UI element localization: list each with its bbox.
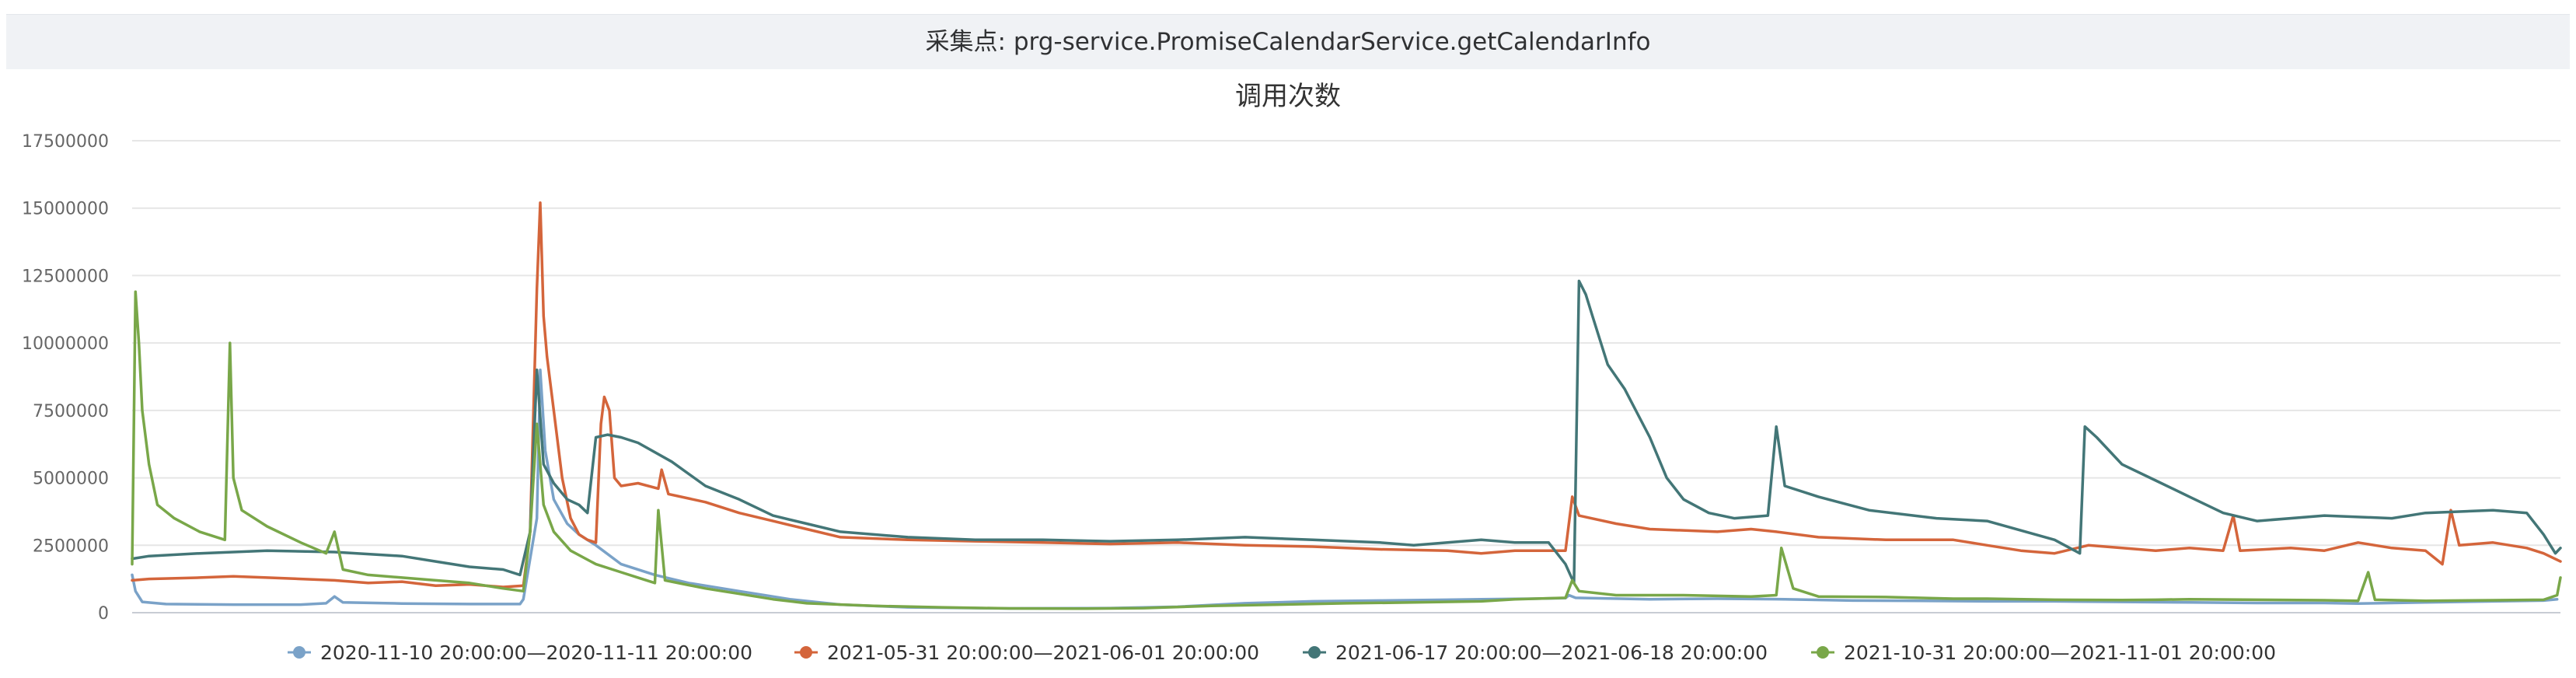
series-line-4: [131, 290, 2562, 610]
series-line-1: [131, 369, 2559, 610]
legend-marker-dot: [1817, 646, 1829, 659]
legend-label: 2021-10-31 20:00:00—2021-11-01 20:00:00: [1844, 641, 2276, 664]
y-tick-label: 10000000: [22, 334, 109, 354]
collection-point-label: 采集点:: [925, 28, 1006, 56]
y-tick-label: 12500000: [22, 267, 109, 286]
collection-point-header: 采集点: prg-service.PromiseCalendarService.…: [6, 15, 2570, 69]
legend-label: 2021-05-31 20:00:00—2021-06-01 20:00:00: [827, 641, 1259, 664]
legend-marker-dot: [800, 646, 812, 659]
y-tick-label: 17500000: [22, 132, 109, 152]
call-count-chart: 调用次数 0 2500000 5000000 7500000 10000000 12500…: [22, 81, 2562, 664]
collection-point-value: prg-service.PromiseCalendarService.getCa…: [1013, 28, 1651, 56]
legend-label: 2020-11-10 20:00:00—2020-11-11 20:00:00: [320, 641, 752, 664]
y-tick-label: 2500000: [33, 536, 109, 556]
y-tick-label: 7500000: [33, 402, 109, 421]
series-line-2: [131, 201, 2562, 589]
legend-marker-dot: [293, 646, 305, 659]
legend: 2020-11-10 20:00:00—2020-11-11 20:00:00 2…: [288, 641, 2276, 664]
chart-title: 调用次数: [1235, 81, 1341, 112]
y-tick-label: 15000000: [22, 200, 109, 219]
y-tick-label: 0: [98, 604, 109, 624]
series-lines: [131, 201, 2562, 610]
legend-marker-dot: [1308, 646, 1321, 659]
series-line-3: [131, 279, 2562, 585]
legend-label: 2021-06-17 20:00:00—2021-06-18 20:00:00: [1335, 641, 1768, 664]
collection-point-bar: 采集点: prg-service.PromiseCalendarService.…: [6, 14, 2570, 69]
y-axis-tick-labels: 0 2500000 5000000 7500000 10000000 12500000 15…: [22, 132, 109, 624]
y-tick-label: 5000000: [33, 470, 109, 489]
